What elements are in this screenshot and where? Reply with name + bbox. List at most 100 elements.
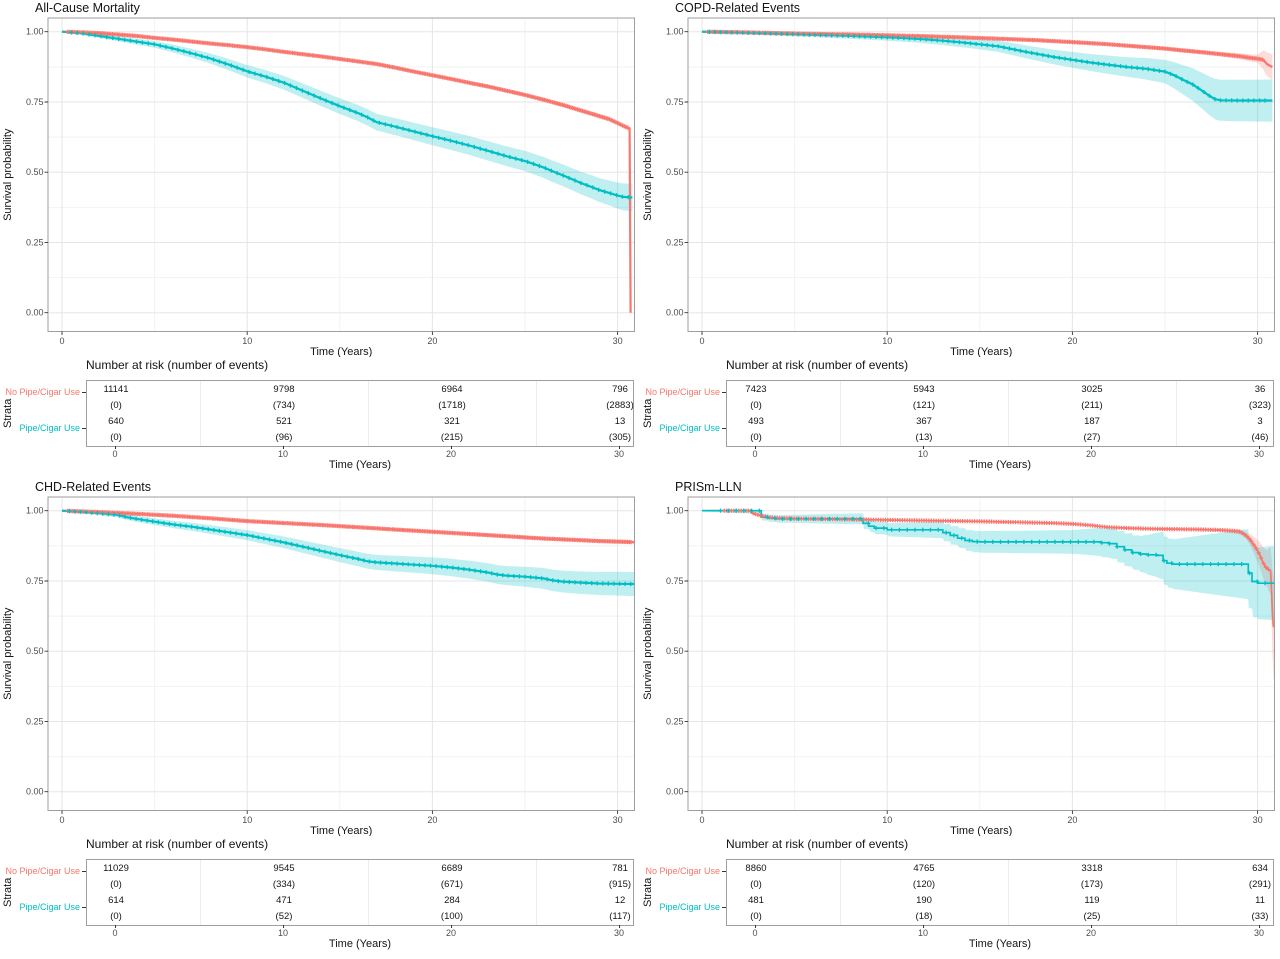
- x-axis-title: Time (Years): [310, 825, 372, 836]
- y-tick-label: 0.75: [26, 97, 44, 107]
- km-panel-chd-related-events: 1.00 0.75 0.50 0.25 0.00 0 10 20 30 Survival prob…: [0, 479, 640, 959]
- stratum-tick-mark: [722, 392, 726, 393]
- risk-count: 190: [916, 895, 932, 906]
- risk-table-gridline: [840, 860, 841, 925]
- risk-table-gridline: [200, 860, 201, 925]
- event-count: (46): [1251, 432, 1269, 443]
- y-tick-label: 1.00: [26, 27, 44, 37]
- event-count: (671): [440, 879, 464, 890]
- y-tick-label: 0.25: [26, 237, 44, 247]
- risk-table-title: Number at risk (number of events): [726, 837, 909, 851]
- risk-count: 3: [1257, 416, 1263, 427]
- risk-count: 481: [748, 895, 764, 906]
- stratum-tick-mark: [82, 392, 86, 393]
- risk-x-tick-label: 0: [112, 449, 118, 459]
- km-panel-prism-lln: 1.00 0.75 0.50 0.25 0.00 0 10 20 30 Survival prob…: [640, 479, 1280, 959]
- risk-table-gridline: [536, 381, 537, 446]
- event-count: (0): [110, 911, 122, 922]
- censor-marks: [69, 30, 631, 200]
- risk-table-title: Number at risk (number of events): [726, 358, 909, 372]
- plot-panel-background: [48, 497, 635, 811]
- risk-count: 12: [614, 895, 626, 906]
- risk-count: 11029: [103, 863, 129, 874]
- risk-table-gridline: [1176, 860, 1177, 925]
- risk-axis-tick-mark: [1259, 925, 1260, 928]
- risk-x-tick-label: 20: [1085, 449, 1097, 459]
- y-tick-label: 1.00: [26, 506, 44, 516]
- stratum-label: Pipe/Cigar Use: [19, 423, 80, 433]
- risk-table-gridline: [1008, 860, 1009, 925]
- x-tick-label: 10: [242, 336, 252, 346]
- risk-table-x-axis-title: Time (Years): [328, 938, 392, 950]
- risk-x-tick-label: 30: [613, 449, 625, 459]
- stratum-tick-mark: [82, 871, 86, 872]
- x-tick-label: 0: [59, 336, 64, 346]
- x-tick-label: 20: [427, 336, 437, 346]
- panel-title: All-Cause Mortality: [35, 1, 140, 15]
- stratum-label: No Pipe/Cigar Use: [5, 866, 80, 876]
- risk-count: 321: [444, 416, 460, 427]
- censor-marks: [65, 29, 630, 130]
- risk-count: 614: [108, 895, 124, 906]
- axis-tick-marks: [684, 510, 1259, 814]
- risk-count: 367: [916, 416, 932, 427]
- y-tick-label: 0.00: [666, 787, 684, 797]
- stratum-tick-mark: [722, 871, 726, 872]
- event-count: (25): [1083, 911, 1101, 922]
- stratum-label: No Pipe/Cigar Use: [645, 387, 720, 397]
- y-tick-label: 0.75: [666, 97, 684, 107]
- event-count: (18): [915, 911, 933, 922]
- risk-axis-tick-mark: [755, 446, 756, 449]
- y-axis-title: Survival probability: [2, 607, 14, 700]
- risk-count: 640: [108, 416, 124, 427]
- risk-x-tick-label: 10: [917, 928, 929, 938]
- y-tick-label: 1.00: [666, 506, 684, 516]
- x-tick-label: 0: [699, 336, 704, 346]
- y-tick-label: 0.50: [666, 646, 684, 656]
- event-count: (120): [912, 879, 936, 890]
- event-count: (121): [912, 400, 936, 411]
- y-tick-label: 0.50: [666, 167, 684, 177]
- risk-count: 8860: [745, 863, 767, 874]
- event-count: (334): [272, 879, 296, 890]
- x-tick-label: 10: [882, 336, 892, 346]
- risk-count: 36: [1254, 384, 1266, 395]
- y-tick-label: 0.00: [26, 787, 44, 797]
- y-tick-label: 1.00: [666, 27, 684, 37]
- risk-count: 3025: [1081, 384, 1103, 395]
- event-count: (1718): [438, 400, 466, 411]
- survival-plot: 1.00 0.75 0.50 0.25 0.00 0 10 20 30 Survival prob…: [2, 17, 635, 357]
- risk-count: 284: [444, 895, 460, 906]
- risk-table: 7423 (0) 5943 (121) 3025 (211) 36 (323) 493 (0) 36…: [726, 380, 1274, 447]
- risk-axis-tick-mark: [619, 925, 620, 928]
- event-count: (2883): [606, 400, 634, 411]
- confidence-band: [702, 30, 1273, 122]
- risk-table-x-axis-title: Time (Years): [968, 459, 1032, 471]
- risk-x-tick-label: 30: [1253, 449, 1265, 459]
- y-axis-title: Survival probability: [642, 607, 654, 700]
- event-count: (13): [915, 432, 933, 443]
- event-count: (215): [440, 432, 464, 443]
- risk-count: 781: [612, 863, 628, 874]
- event-count: (173): [1080, 879, 1104, 890]
- y-tick-label: 0.75: [26, 576, 44, 586]
- censor-marks: [707, 29, 1268, 103]
- plot-panel-background: [688, 18, 1275, 332]
- risk-count: 796: [612, 384, 628, 395]
- event-count: (27): [1083, 432, 1101, 443]
- event-count: (305): [608, 432, 632, 443]
- risk-table-gridline: [200, 381, 201, 446]
- risk-table-x-axis-title: Time (Years): [328, 459, 392, 471]
- stratum-tick-mark: [82, 907, 86, 908]
- y-tick-label: 0.25: [666, 237, 684, 247]
- risk-count: 9798: [273, 384, 295, 395]
- risk-axis-tick-mark: [451, 446, 452, 449]
- event-count: (211): [1081, 400, 1103, 411]
- x-tick-label: 10: [242, 815, 252, 825]
- risk-count: 6689: [441, 863, 463, 874]
- censor-marks: [67, 509, 633, 587]
- plot-panel-border: [687, 496, 1275, 811]
- event-count: (117): [609, 911, 631, 922]
- axis-tick-marks: [44, 31, 619, 335]
- risk-axis-tick-mark: [1091, 446, 1092, 449]
